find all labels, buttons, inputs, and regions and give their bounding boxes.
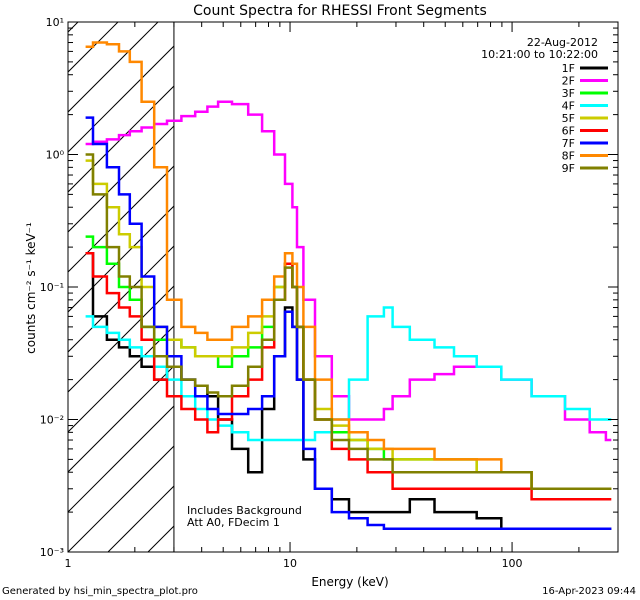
legend-label-7F: 7F xyxy=(562,137,575,150)
series-layer xyxy=(85,41,612,530)
legend-label-4F: 4F xyxy=(562,100,575,113)
hatch-line xyxy=(68,85,174,193)
hatch-line xyxy=(68,285,174,393)
chart-title: Count Spectra for RHESSI Front Segments xyxy=(193,3,487,19)
hatch-line xyxy=(68,45,174,153)
legend-label-6F: 6F xyxy=(562,125,575,138)
y-axis-label: counts cm⁻² s⁻¹ keV⁻¹ xyxy=(24,222,38,354)
series-8F-line xyxy=(85,41,612,491)
hatch-line xyxy=(68,405,174,513)
legend-label-3F: 3F xyxy=(562,87,575,100)
x-tick-label: 1 xyxy=(65,557,72,570)
footer-generated-by: Generated by hsi_min_spectra_plot.pro xyxy=(2,586,198,597)
legend-label-2F: 2F xyxy=(562,75,575,88)
y-tick-label: 10⁻² xyxy=(40,414,64,427)
axes: 1 10 100 10⁻³ 10⁻² 10⁻¹ 10⁰ 10¹ xyxy=(40,16,619,570)
legend-label-8F: 8F xyxy=(562,150,575,163)
x-tick-label: 10 xyxy=(283,557,297,570)
time-range-label: 10:21:00 to 10:22:00 xyxy=(481,48,598,61)
y-tick-label: 10⁻³ xyxy=(40,546,64,559)
legend-label-5F: 5F xyxy=(562,112,575,125)
y-tick-label: 10⁻¹ xyxy=(40,281,64,294)
footer-timestamp: 16-Apr-2023 09:44 xyxy=(542,586,636,597)
x-axis-label: Energy (keV) xyxy=(311,575,388,589)
series-7F-line xyxy=(85,116,612,530)
y-tick-label: 10¹ xyxy=(46,16,64,29)
annotation-attenuator: Att A0, FDecim 1 xyxy=(187,516,280,529)
x-tick-label: 100 xyxy=(502,557,523,570)
hatch-line xyxy=(68,445,174,552)
hatch-line xyxy=(68,22,159,113)
legend-label-1F: 1F xyxy=(562,62,575,75)
y-tick-label: 10⁰ xyxy=(46,149,65,162)
date-label: 22-Aug-2012 xyxy=(527,36,598,49)
series-9F-line xyxy=(85,153,612,491)
series-4F-line xyxy=(85,306,612,442)
hatch-line xyxy=(68,365,174,473)
annotation-background: Includes Background xyxy=(187,504,302,517)
legend-label-9F: 9F xyxy=(562,162,575,175)
